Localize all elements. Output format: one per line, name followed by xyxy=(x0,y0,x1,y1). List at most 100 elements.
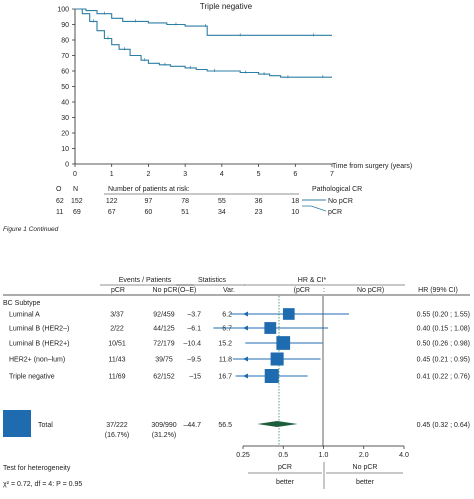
row-oe: –6.1 xyxy=(187,326,201,333)
forest-row: Luminal A 3/37 92/459 –3.7 6.2 0.55 (0.20 ; 1… xyxy=(9,308,470,320)
total-nopcr-pct: (31.2%) xyxy=(152,432,177,439)
row-oe: –10.4 xyxy=(183,341,201,348)
km-x-tick-label: 5 xyxy=(257,171,261,178)
row-nopcr: 72/179 xyxy=(153,341,175,348)
km-y-tick-label: 40 xyxy=(61,100,69,107)
hr-square xyxy=(264,322,277,334)
row-label: Luminal B (HER2–) xyxy=(9,326,69,333)
forest-x-ticks: 0.25 0.5 1.0 2.0 4.0 xyxy=(236,446,409,459)
group-label: BC Subtype xyxy=(3,300,40,307)
row-var: 6.2 xyxy=(222,312,232,319)
total-label: Total xyxy=(38,422,53,429)
ci-arrow xyxy=(243,373,248,379)
total-pcr: 37/222 xyxy=(106,422,128,429)
subheader-var: Var. xyxy=(223,287,235,294)
risk-value: 23 xyxy=(255,209,263,216)
risk-value: 34 xyxy=(218,209,226,216)
forest-row: Triple negative 11/69 62/152 –15 16.7 0.41 (0… xyxy=(9,369,470,383)
forest-x-tick-label: 4.0 xyxy=(399,452,409,459)
risk-header-label: Number of patients at risk: xyxy=(108,186,190,193)
ci-arrow xyxy=(243,356,248,362)
row-pcr: 11/69 xyxy=(109,374,126,381)
subheader-colon: : xyxy=(323,287,325,294)
risk-header-n: N xyxy=(73,186,78,193)
forest-x-tick-label: 0.5 xyxy=(278,452,288,459)
km-y-tick-label: 70 xyxy=(61,53,69,60)
favor-pcr-label: better xyxy=(276,479,295,486)
row-hr-text: 0.41 (0.22 ; 0.76) xyxy=(417,374,470,381)
row-nopcr: 44/125 xyxy=(153,326,175,333)
km-y-tick-label: 20 xyxy=(61,131,69,138)
forest-row: Luminal B (HER2+) 10/51 72/179 –10.4 15.2 0.5… xyxy=(9,336,470,350)
hr-square xyxy=(282,308,295,320)
risk-value: 60 xyxy=(145,209,153,216)
km-y-tick-label: 100 xyxy=(57,7,69,14)
row-oe: –15 xyxy=(189,374,201,381)
row-label: Triple negative xyxy=(9,374,55,381)
km-y-tick-label: 0 xyxy=(65,162,69,169)
favor-nopcr-label: No pCR xyxy=(353,464,378,471)
km-y-tick-label: 10 xyxy=(61,146,69,153)
row-pcr: 10/51 xyxy=(108,341,126,348)
subheader-hr99: HR (99% CI) xyxy=(418,287,458,294)
hr-square xyxy=(264,369,279,383)
km-title: Triple negative xyxy=(200,2,253,11)
ci-arrow xyxy=(243,311,248,317)
risk-row-o: 11 xyxy=(56,209,63,216)
km-y-tick-label: 30 xyxy=(61,115,69,122)
risk-value: 36 xyxy=(255,198,263,205)
forest-x-tick-label: 1.0 xyxy=(319,452,329,459)
subheader-pcr: pCR xyxy=(111,287,125,294)
row-nopcr: 39/75 xyxy=(155,357,173,364)
row-label: Luminal A xyxy=(9,312,40,319)
legend-label-pcr: pCR xyxy=(328,209,342,216)
km-x-tick-label: 0 xyxy=(73,171,77,178)
row-hr-text: 0.55 (0.20 ; 1.55) xyxy=(417,312,470,319)
forest-rows: Luminal A 3/37 92/459 –3.7 6.2 0.55 (0.20 ; 1… xyxy=(9,308,470,383)
km-x-tick-label: 3 xyxy=(183,171,187,178)
row-var: 11.8 xyxy=(219,357,232,364)
forest-row: Luminal B (HER2–) 2/22 44/125 –6.1 6.7 0.40 (… xyxy=(9,322,470,334)
heterogeneity-stats: χ² = 0.72, df = 4: P = 0.95 xyxy=(3,481,82,488)
row-hr-text: 0.45 (0.21 ; 0.95) xyxy=(417,357,470,364)
risk-row-n: 69 xyxy=(73,209,81,216)
ci-arrow xyxy=(243,325,248,331)
km-x-tick-label: 6 xyxy=(293,171,297,178)
row-var: 6.7 xyxy=(222,326,232,333)
forest-x-tick-label: 2.0 xyxy=(359,452,369,459)
km-curve-pcr xyxy=(75,8,332,36)
km-x-ticks: 0 1 2 3 4 5 6 7 xyxy=(73,164,334,178)
km-legend-title: Pathological CR xyxy=(312,186,362,193)
subheader-hr-nopcr: No pCR) xyxy=(357,287,384,294)
risk-value: 18 xyxy=(291,198,299,205)
row-var: 15.2 xyxy=(218,341,232,348)
subheader-nopcr: No pCR xyxy=(153,287,178,294)
row-pcr: 11/43 xyxy=(109,357,126,364)
legend-connector xyxy=(310,205,327,212)
forest-x-tick-label: 0.25 xyxy=(236,452,250,459)
risk-row-o: 62 xyxy=(56,198,64,205)
subheader-hr-pcr: (pCR xyxy=(294,287,310,294)
km-y-tick-label: 60 xyxy=(61,69,69,76)
risk-value: 67 xyxy=(108,209,116,216)
hr-square xyxy=(270,352,284,366)
row-pcr: 2/22 xyxy=(110,326,124,333)
row-label: HER2+ (non–lum) xyxy=(9,357,65,364)
total-hr-text: 0.45 (0.32 ; 0.64) xyxy=(417,422,470,429)
risk-value: 122 xyxy=(106,198,118,205)
km-x-tick-label: 7 xyxy=(330,171,334,178)
heterogeneity-label: Test for heterogeneity xyxy=(3,465,71,472)
km-curves xyxy=(75,8,332,79)
risk-values: 122 97 78 55 36 18 67 60 51 34 23 10 xyxy=(106,198,299,216)
risk-value: 10 xyxy=(291,209,299,216)
header-events: Events / Patients xyxy=(119,277,172,284)
row-hr-text: 0.40 (0.15 ; 1.08) xyxy=(417,326,470,333)
risk-value: 55 xyxy=(218,198,226,205)
km-y-tick-label: 50 xyxy=(61,84,69,91)
km-y-tick-label: 80 xyxy=(61,38,69,45)
figure-caption: Figure 1 Continued xyxy=(3,226,59,233)
total-weight-square xyxy=(3,410,31,437)
row-pcr: 3/37 xyxy=(110,312,124,319)
